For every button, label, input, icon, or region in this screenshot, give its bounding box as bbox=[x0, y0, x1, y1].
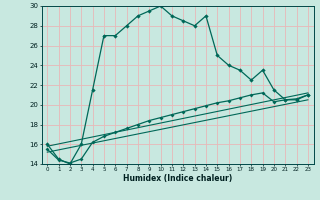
X-axis label: Humidex (Indice chaleur): Humidex (Indice chaleur) bbox=[123, 174, 232, 183]
